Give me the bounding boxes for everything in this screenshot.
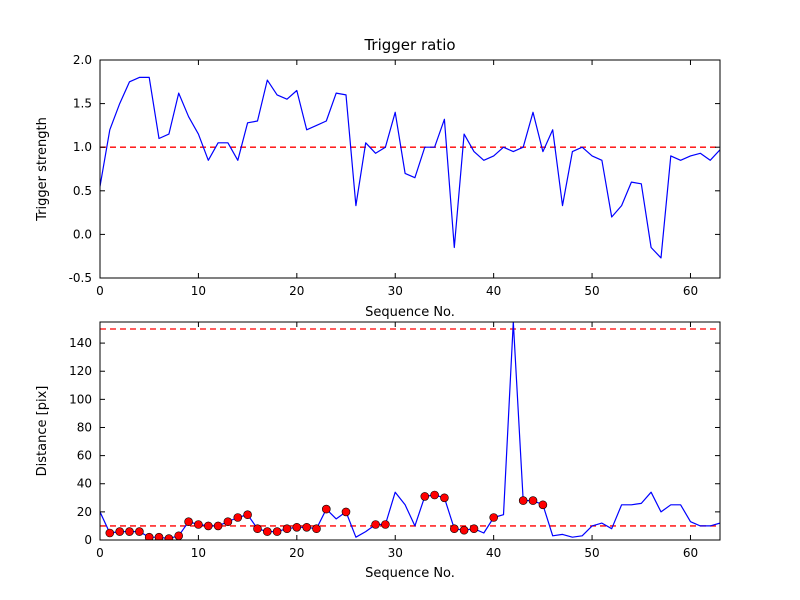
- x-tick-label: 0: [96, 546, 104, 560]
- data-point-marker: [253, 524, 262, 534]
- x-tick-label: 40: [486, 284, 501, 298]
- y-tick-label: 40: [77, 477, 92, 491]
- data-point-marker: [272, 527, 282, 536]
- data-point-marker: [528, 496, 538, 505]
- data-point-marker: [115, 527, 124, 536]
- data-point-marker: [204, 521, 213, 531]
- data-point-marker: [233, 513, 243, 522]
- x-tick-label: 60: [683, 284, 698, 298]
- y-tick-label: 140: [69, 336, 92, 350]
- y-tick-label: 20: [77, 505, 92, 519]
- data-line: [100, 322, 720, 540]
- data-point-marker: [262, 527, 272, 536]
- data-point-marker: [223, 517, 233, 527]
- top-xaxis-label: Sequence No.: [365, 305, 455, 320]
- data-point-marker: [321, 504, 331, 514]
- data-point-marker: [312, 524, 321, 534]
- y-tick-label: 0.0: [73, 227, 92, 241]
- data-point-marker: [440, 493, 449, 503]
- data-point-marker: [302, 522, 312, 532]
- bottom-xaxis-label: Sequence No.: [365, 566, 455, 581]
- data-point-marker: [489, 513, 499, 522]
- y-tick-label: 2.0: [73, 53, 92, 67]
- data-point-marker: [459, 525, 469, 535]
- data-point-marker: [184, 517, 193, 527]
- data-point-marker: [125, 527, 134, 536]
- x-tick-label: 20: [289, 546, 304, 560]
- data-point-marker: [538, 500, 548, 510]
- chart-title: Trigger ratio: [363, 36, 455, 54]
- y-tick-label: 100: [69, 392, 92, 406]
- axes-frame: [99, 321, 721, 541]
- y-tick-label: 1.0: [73, 140, 92, 154]
- data-layer: [100, 322, 720, 540]
- y-tick-label: 60: [77, 449, 92, 463]
- data-point-marker: [469, 524, 479, 534]
- data-point-marker: [449, 524, 459, 534]
- data-point-marker: [518, 496, 528, 505]
- top-yaxis-label: Trigger strength: [35, 117, 50, 222]
- y-tick-label: 1.5: [73, 97, 92, 111]
- data-layer: [100, 76, 720, 259]
- data-point-marker: [430, 490, 439, 500]
- data-point-marker: [292, 522, 302, 532]
- data-point-marker: [144, 532, 154, 540]
- subplot-1: 0 10 20 30 40 50 60 0 20 40 60 80 100 120 140: [69, 321, 721, 560]
- data-point-marker: [135, 527, 144, 536]
- y-tick-label: -0.5: [69, 271, 92, 285]
- data-point-marker: [282, 524, 292, 534]
- y-tick-label: 120: [69, 364, 92, 378]
- data-point-marker: [213, 521, 223, 531]
- data-point-marker: [194, 520, 203, 529]
- y-tick-label: 0.5: [73, 184, 92, 198]
- bottom-yaxis-label: Distance [pix]: [35, 386, 50, 477]
- data-point-marker: [164, 534, 174, 540]
- x-tick-label: 50: [584, 546, 599, 560]
- data-point-marker: [174, 531, 183, 540]
- x-tick-label: 50: [584, 284, 599, 298]
- subplot-0: 0 10 20 30 40 50 60 -0.5 0.0 0.5 1.0 1.5 2.0: [69, 53, 721, 298]
- x-tick-label: 40: [486, 546, 501, 560]
- x-tick-label: 30: [388, 546, 403, 560]
- data-point-marker: [105, 528, 115, 538]
- data-line: [100, 76, 720, 259]
- charts-layer: 0 10 20 30 40 50 60 -0.5 0.0 0.5 1.0 1.5 2.0 0 10 20 30 4…: [69, 53, 721, 560]
- data-point-marker: [381, 520, 390, 529]
- axes-frame: [99, 59, 721, 279]
- y-tick-label: 80: [77, 420, 92, 434]
- x-tick-label: 20: [289, 284, 304, 298]
- x-tick-label: 0: [96, 284, 104, 298]
- x-tick-label: 60: [683, 546, 698, 560]
- x-tick-label: 10: [191, 284, 206, 298]
- data-point-marker: [154, 532, 164, 540]
- x-tick-label: 30: [388, 284, 403, 298]
- data-point-marker: [371, 520, 380, 529]
- y-tick-label: 0: [84, 533, 92, 547]
- data-point-marker: [341, 507, 351, 517]
- x-tick-label: 10: [191, 546, 206, 560]
- data-point-marker: [420, 492, 430, 501]
- data-point-marker: [243, 510, 252, 520]
